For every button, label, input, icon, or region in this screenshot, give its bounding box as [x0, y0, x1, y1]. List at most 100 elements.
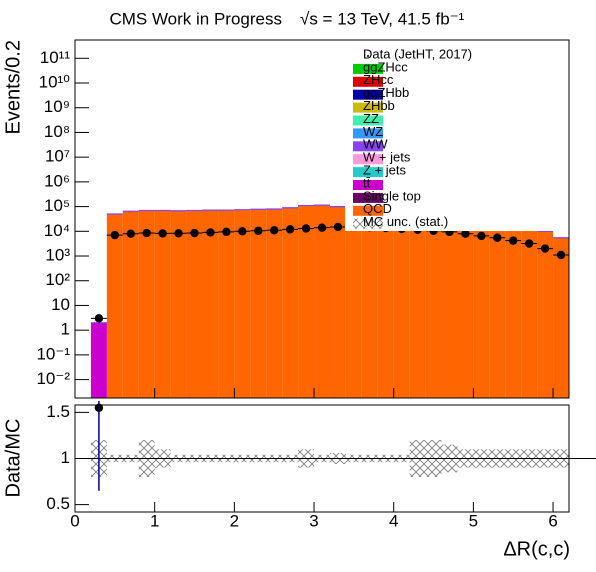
y-tick-label: 1 [61, 320, 70, 339]
data-point [556, 250, 566, 260]
y-tick-label: 10⁻¹ [36, 344, 70, 363]
stack-bar [138, 210, 155, 398]
ratio-y-tick-label: 0.5 [46, 494, 70, 513]
axes: 0 1 2 3 4 5 6 10⁻² 10⁻¹ 1 10 10² 10³ 10⁴ 10⁵ 10⁶ 10⁷ 10⁸ 1… [36, 39, 570, 530]
x-tick-label: 0 [70, 511, 79, 530]
legend-label: WZ [363, 124, 383, 139]
legend-label: Single top [363, 188, 421, 203]
chart-title: CMS Work in Progress [109, 9, 282, 28]
legend-swatch [353, 192, 383, 203]
data-point [94, 314, 104, 323]
data-point [524, 239, 534, 248]
stack-bar [473, 218, 490, 398]
data-point [206, 228, 215, 237]
data-point [110, 230, 120, 240]
stack-bar [489, 221, 506, 398]
data-point [461, 229, 470, 238]
data-point [333, 222, 343, 232]
stack-bar [361, 207, 378, 398]
legend-swatch [353, 76, 383, 87]
y-axis-title: Events/0.2 [2, 40, 24, 135]
stack-bar [250, 209, 267, 398]
ratio-y-tick-label: 1.5 [46, 402, 70, 421]
stack-bar [202, 210, 219, 398]
legend-label: QCD [363, 201, 392, 216]
legend-swatch [353, 141, 383, 152]
legend-label: MC unc. (stat.) [363, 214, 448, 229]
data-point [540, 244, 550, 253]
data-point [269, 226, 279, 235]
legend-label: W + jets [363, 150, 411, 165]
stack-bar [266, 208, 283, 398]
data-point [158, 229, 167, 238]
legend-label: ggZHbb [363, 85, 409, 100]
stack-bar [234, 209, 251, 398]
legend-label: ZHcc [363, 72, 394, 87]
data-point [285, 225, 295, 234]
chart-subtitle: √s = 13 TeV, 41.5 fb⁻¹ [300, 9, 465, 28]
stack-bar [329, 206, 346, 398]
x-tick-label: 2 [230, 511, 239, 530]
legend-label: tt̄ [363, 175, 371, 190]
legend-swatch [353, 63, 383, 74]
stack-bar [553, 237, 569, 398]
data-point [238, 227, 247, 236]
data-point [222, 227, 231, 237]
ratio-point [94, 403, 104, 412]
y-tick-label: 10⁹ [44, 97, 70, 116]
stack-bar [154, 210, 171, 398]
legend-swatch [353, 218, 383, 229]
y-tick-label: 10¹¹ [40, 48, 71, 67]
data-point [301, 224, 311, 233]
legend-swatch [353, 205, 383, 216]
stack-bar [537, 231, 554, 398]
stack-bar [505, 224, 522, 398]
legend-label: Z + jets [363, 163, 406, 178]
stack-bar [90, 322, 107, 398]
x-tick-label: 3 [309, 511, 318, 530]
stack-bar [298, 205, 315, 398]
stack-bar [314, 205, 330, 398]
y-tick-label: 10¹⁰ [39, 72, 71, 91]
ratio-axis-title: Data/MC [2, 419, 24, 498]
legend-marker [367, 55, 369, 57]
stack-bar [170, 210, 187, 398]
legend-label: ggZHcc [363, 59, 408, 74]
legend-label: WW [363, 137, 388, 152]
legend-swatch [353, 180, 383, 190]
legend-swatch [353, 154, 383, 165]
legend-swatch [353, 102, 383, 113]
x-tick-label: 5 [469, 511, 478, 530]
y-tick-label: 10⁷ [45, 147, 70, 166]
data-point [493, 233, 502, 242]
data-point [190, 228, 199, 238]
y-tick-label: 10 [51, 295, 70, 314]
y-tick-label: 10⁸ [44, 122, 70, 141]
x-tick-label: 1 [150, 511, 159, 530]
legend-swatch [353, 167, 383, 178]
legend-swatch [353, 115, 383, 126]
y-tick-label: 10⁶ [44, 171, 70, 190]
stack-bar [282, 207, 299, 398]
data-point [317, 223, 327, 232]
data-point [174, 229, 183, 238]
stack-bar [409, 210, 426, 398]
legend-label: Data (JetHT, 2017) [363, 46, 472, 61]
y-tick-label: 10² [45, 270, 70, 289]
stack-bar [393, 208, 410, 398]
x-tick-label: 6 [548, 511, 557, 530]
stack-bar [457, 216, 474, 398]
stack-bar [218, 210, 235, 398]
data-point [126, 229, 135, 238]
stack-bar [106, 214, 123, 398]
stack-bar [122, 211, 139, 398]
data-point [477, 231, 486, 241]
data-point [509, 236, 518, 245]
stack-bar [441, 214, 458, 398]
legend-label: ZZ [363, 111, 379, 126]
y-tick-label: 10⁴ [44, 221, 70, 240]
stack-bar [425, 212, 442, 398]
legend-swatch [353, 128, 383, 139]
ratio-y-tick-label: 1 [61, 448, 70, 467]
